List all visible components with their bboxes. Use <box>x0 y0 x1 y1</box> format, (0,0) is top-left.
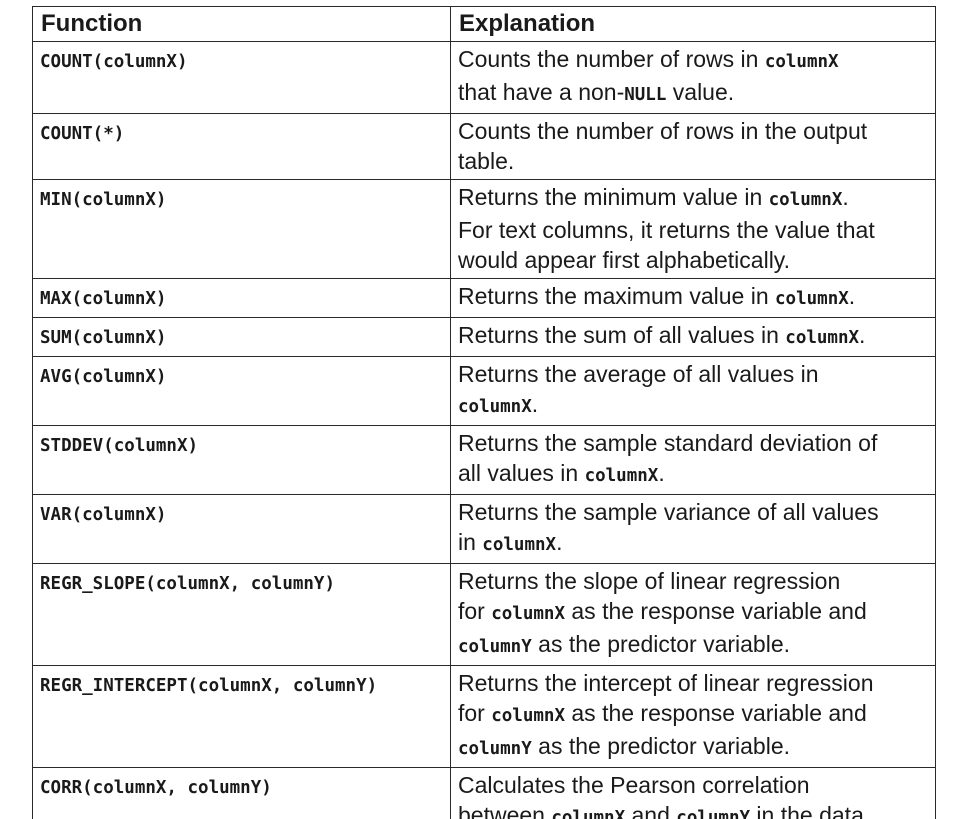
table-row: MAX(columnX) Returns the maximum value in… <box>32 278 936 318</box>
function-cell: STDDEV(columnX) <box>32 425 451 495</box>
code-term: columnY <box>458 739 532 759</box>
explanation-text: value. <box>666 79 735 105</box>
explanation-cell: Counts the number of rows in the output t… <box>450 113 936 180</box>
table-row: AVG(columnX) Returns the average of all v… <box>32 356 936 426</box>
code-term: columnX <box>764 52 839 72</box>
code-term: columnX <box>482 535 557 555</box>
code-term: columnX <box>775 289 849 309</box>
code-term: columnX <box>491 604 565 624</box>
explanation-cell: Calculates the Pearson correlation betwee… <box>450 767 936 819</box>
table-row: COUNT(*) Counts the number of rows in the… <box>32 113 936 180</box>
code-term: columnX <box>551 808 626 819</box>
function-cell: AVG(columnX) <box>32 356 451 426</box>
code-term: columnX <box>785 328 860 348</box>
explanation-text: . <box>848 283 856 309</box>
explanation-cell: Returns the sample standard deviation of… <box>450 425 936 495</box>
function-cell: COUNT(*) <box>32 113 451 180</box>
explanation-cell: Returns the intercept of linear regressi… <box>450 665 936 768</box>
explanation-text: would appear first alphabetically. <box>458 247 790 273</box>
explanation-text: Counts the number of rows in <box>458 46 765 72</box>
explanation-column-header: Explanation <box>450 6 936 42</box>
explanation-text: . <box>658 460 665 486</box>
explanation-cell: Returns the average of all values in colu… <box>450 356 936 426</box>
function-cell: MIN(columnX) <box>32 179 451 279</box>
explanation-text: . <box>556 529 563 555</box>
explanation-text: Counts the number of rows in the output <box>458 118 868 144</box>
explanation-text: that have a non- <box>458 79 625 105</box>
explanation-text: Returns the sum of all values in <box>458 322 786 348</box>
explanation-cell: Returns the sample variance of all value… <box>450 494 936 564</box>
explanation-text: for <box>458 598 492 624</box>
explanation-text: . <box>531 391 539 417</box>
explanation-text: Returns the sample variance of all value… <box>458 499 879 525</box>
explanation-text: as the predictor variable. <box>531 733 791 759</box>
explanation-text: between <box>458 802 552 819</box>
explanation-text: as the response variable and <box>565 598 867 624</box>
table-header: Function Explanation <box>32 6 936 42</box>
explanation-text: in the data. <box>750 802 871 819</box>
table-row: VAR(columnX) Returns the sample variance … <box>32 494 936 564</box>
header-row: Function Explanation <box>32 6 936 42</box>
explanation-text: Returns the minimum value in <box>458 184 769 210</box>
explanation-text: table. <box>458 148 515 174</box>
explanation-cell: Returns the minimum value in columnX. For… <box>450 179 936 279</box>
function-cell: REGR_INTERCEPT(columnX, columnY) <box>32 665 451 768</box>
code-term: columnX <box>491 706 565 726</box>
explanation-text: For text columns, it returns the value t… <box>458 217 875 243</box>
explanation-text: Calculates the Pearson correlation <box>458 772 810 798</box>
code-term: columnX <box>584 466 659 486</box>
explanation-text: Returns the slope of linear regression <box>458 568 841 594</box>
explanation-text: Returns the intercept of linear regressi… <box>458 670 874 696</box>
code-term: columnX <box>768 190 843 210</box>
function-cell: VAR(columnX) <box>32 494 451 564</box>
code-term: columnX <box>458 397 532 417</box>
aggregate-functions-table: Function Explanation COUNT(columnX) Count… <box>32 6 936 819</box>
table-row: SUM(columnX) Returns the sum of all value… <box>32 317 936 357</box>
table-row: REGR_INTERCEPT(columnX, columnY) Returns … <box>32 665 936 768</box>
function-cell: CORR(columnX, columnY) <box>32 767 451 819</box>
explanation-cell: Returns the sum of all values in columnX… <box>450 317 936 357</box>
function-cell: MAX(columnX) <box>32 278 451 318</box>
explanation-text: all values in <box>458 460 585 486</box>
table-row: STDDEV(columnX) Returns the sample standa… <box>32 425 936 495</box>
function-cell: SUM(columnX) <box>32 317 451 357</box>
explanation-cell: Counts the number of rows in columnX that… <box>450 41 936 114</box>
table-row: REGR_SLOPE(columnX, columnY) Returns the … <box>32 563 936 666</box>
code-term: columnY <box>458 637 532 657</box>
table-row: MIN(columnX) Returns the minimum value in… <box>32 179 936 279</box>
explanation-text: for <box>458 700 492 726</box>
explanation-text: as the predictor variable. <box>531 631 791 657</box>
explanation-text: and <box>625 802 677 819</box>
explanation-text: . <box>859 322 866 348</box>
code-term: columnY <box>676 808 751 819</box>
table-body: COUNT(columnX) Counts the number of rows … <box>32 41 936 819</box>
explanation-text: Returns the maximum value in <box>458 283 776 309</box>
table-row: COUNT(columnX) Counts the number of rows … <box>32 41 936 114</box>
explanation-text: in <box>458 529 483 555</box>
explanation-text: . <box>842 184 849 210</box>
function-column-header: Function <box>32 6 451 42</box>
explanation-cell: Returns the slope of linear regression fo… <box>450 563 936 666</box>
table-row: CORR(columnX, columnY) Calculates the Pea… <box>32 767 936 819</box>
explanation-cell: Returns the maximum value in columnX. <box>450 278 936 318</box>
explanation-text: Returns the average of all values in <box>458 361 819 387</box>
function-cell: REGR_SLOPE(columnX, columnY) <box>32 563 451 666</box>
explanation-text: Returns the sample standard deviation of <box>458 430 878 456</box>
code-term: NULL <box>624 85 667 105</box>
explanation-text: as the response variable and <box>565 700 867 726</box>
function-cell: COUNT(columnX) <box>32 41 451 114</box>
